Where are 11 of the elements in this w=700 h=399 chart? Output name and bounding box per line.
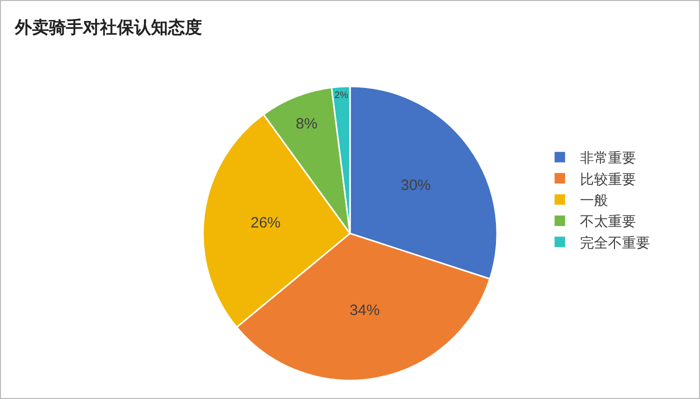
data-label: 26% [250, 214, 281, 232]
chart-title: 外卖骑手对社保认知态度 [14, 18, 202, 37]
legend-label: 一般 [580, 192, 608, 208]
data-label: 30% [400, 177, 431, 194]
legend-label: 完全不重要 [580, 234, 650, 250]
data-label: 34% [350, 302, 380, 319]
legend-label: 非常重要 [580, 150, 636, 166]
legend-label: 比较重要 [580, 170, 636, 187]
data-label: 8% [296, 115, 318, 132]
legend-label: 不太重要 [580, 213, 636, 230]
data-label: 2% [334, 90, 349, 102]
